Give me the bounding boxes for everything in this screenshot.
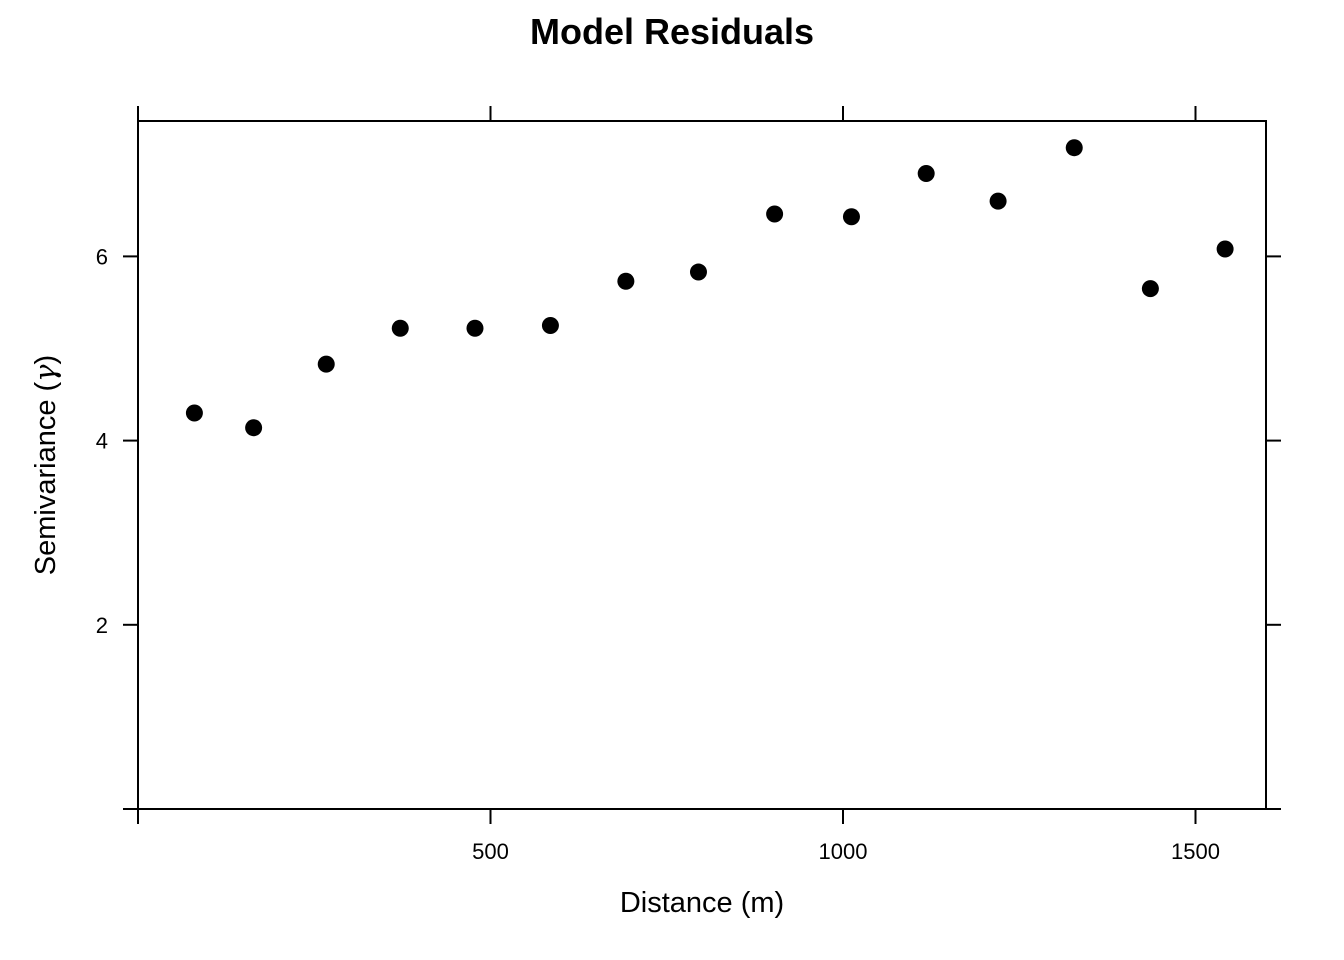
data-point (917, 164, 935, 182)
chart-title: Model Residuals (530, 11, 814, 52)
data-point (689, 263, 707, 281)
data-point (245, 419, 263, 437)
y-axis: 2 4 6 (96, 244, 1281, 810)
data-point (842, 208, 860, 226)
data-point (1141, 280, 1159, 298)
data-point (1065, 139, 1083, 157)
x-tick-label: 500 (472, 839, 509, 864)
y-axis-label: Semivariance (γ) (28, 355, 62, 575)
x-axis-label: Distance (m) (620, 887, 784, 919)
data-point (989, 192, 1007, 210)
y-tick-label: 4 (96, 429, 108, 454)
x-axis: 500 1000 1500 (137, 106, 1220, 864)
x-tick-label: 1500 (1171, 839, 1220, 864)
data-point (466, 319, 484, 337)
x-tick-label: 1000 (819, 839, 868, 864)
y-tick-label: 2 (96, 613, 108, 638)
data-point (1216, 240, 1234, 258)
data-points (185, 139, 1234, 437)
data-point (766, 205, 784, 223)
data-point (541, 316, 559, 334)
data-point (185, 404, 203, 422)
y-tick-label: 6 (96, 244, 108, 269)
plot-frame (137, 120, 1267, 810)
data-point (317, 355, 335, 373)
data-point (617, 272, 635, 290)
data-point (391, 319, 409, 337)
